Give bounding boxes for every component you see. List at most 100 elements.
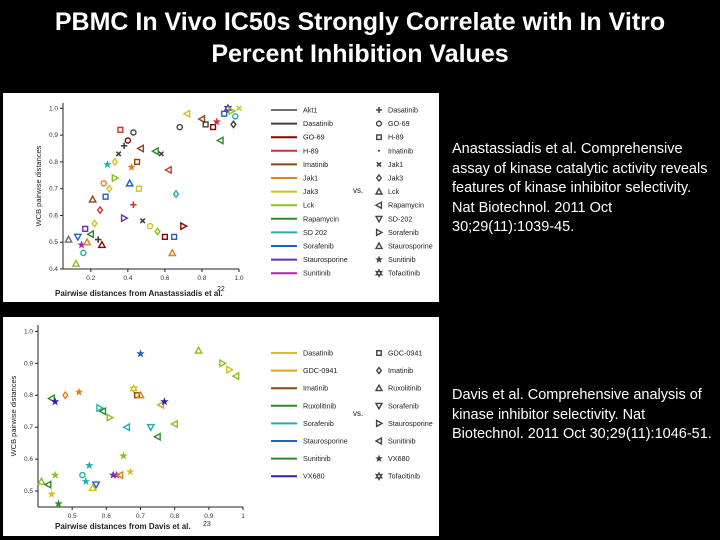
chart1-legend-marker-swatch [374, 215, 384, 224]
chart2-y-tick-label: 0.7 [24, 424, 33, 431]
chart1-legend-marker-label: Sunitinib [388, 255, 416, 264]
chart2-data-point [122, 422, 131, 432]
chart1-x-axis-ref: 22 [217, 286, 225, 293]
chart1-data-point [102, 193, 109, 200]
chart1-data-point [125, 178, 135, 187]
chart1-data-point [176, 123, 183, 131]
chart1-data-point [100, 180, 108, 187]
chart2-data-point [119, 451, 128, 460]
chart1-data-point [97, 240, 107, 249]
chart-panel-davis: 0.5 0.6 0.7 0.8 0.9 1 0.5 0.6 0.7 0.8 0.9 1.0 Pairwi… [3, 317, 439, 536]
chart1-data-point [158, 151, 164, 157]
chart2-data-point [170, 419, 178, 429]
scatter-chart-anastassiadis: 0.2 0.4 0.6 0.8 1.0 0.4 0.5 0.6 0.7 0.8 0.9 1.0 Pair… [34, 103, 433, 298]
chart1-data-point [117, 126, 124, 133]
chart1-y-tick-label: 0.4 [49, 266, 58, 273]
chart1-legend-marker-swatch [374, 187, 384, 195]
chart2-x-tick-label: 0.9 [204, 513, 213, 520]
chart1-data-point [221, 110, 228, 117]
chart2-legend-marker-label: Imatinib [388, 366, 413, 375]
chart1-data-point [103, 160, 112, 169]
chart1-legend-marker-label: Dasatinib [388, 106, 418, 115]
chart2-data-point [106, 413, 115, 422]
chart2-legend-marker-swatch [376, 350, 382, 356]
chart1-legend-line-label: Rapamycin [303, 214, 339, 223]
chart2-y-tick-label: 1.0 [24, 328, 33, 335]
chart2-data-point [156, 400, 165, 410]
chart2-data-point [136, 349, 145, 358]
chart1-data-point [134, 158, 141, 166]
chart1-data-point [124, 137, 132, 144]
chart2-x-tick-label: 0.5 [68, 513, 77, 520]
chart1-data-point [212, 117, 221, 126]
chart2-legend-marker-swatch [374, 436, 383, 446]
slide-title: PBMC In Vivo IC50s Strongly Correlate wi… [0, 6, 720, 70]
chart1-legend-marker-label: Staurosporine [388, 242, 433, 251]
chart1-data-point [73, 233, 83, 242]
chart2-data-point [62, 390, 69, 400]
chart1-data-point [136, 144, 145, 153]
chart1-legend-marker-label: SD-202 [388, 214, 412, 223]
chart1-data-point [171, 233, 178, 240]
chart2-x-axis-ref: 23 [203, 521, 211, 528]
chart2-data-point [37, 476, 46, 485]
chart2-data-point [88, 483, 98, 492]
chart1-y-tick-label: 0.8 [49, 159, 58, 166]
chart2-legend-marker-swatch [375, 366, 383, 375]
chart1-legend-marker-swatch [376, 107, 382, 113]
chart1-data-point [82, 225, 89, 232]
citation-anastassiadis: Anastassiadis et al. Comprehensive assay… [452, 141, 708, 235]
chart2-y-tick-label: 0.9 [24, 360, 33, 367]
chart2-data-point [54, 499, 63, 508]
chart1-data-point [182, 109, 191, 119]
chart2-x-tick-label: 1 [241, 513, 245, 520]
chart1-legend-marker-swatch [376, 134, 382, 141]
chart2-legend-line-label: Ruxolitinib [303, 401, 336, 410]
chart1-data-point [91, 219, 98, 228]
citation-davis: Davis et al. Comprehensive analysis of k… [452, 387, 712, 442]
chart1-legend-line-label: H-89 [303, 146, 319, 155]
chart2-legend-marker-label: Staurosporine [388, 419, 433, 428]
chart1-legend-marker-swatch [375, 173, 383, 183]
chart1-y-tick-label: 0.7 [49, 186, 58, 193]
scatter-chart-davis: 0.5 0.6 0.7 0.8 0.9 1 0.5 0.6 0.7 0.8 0.9 1.0 Pairwi… [9, 325, 433, 531]
chart2-legend-marker-swatch [374, 383, 384, 392]
chart2-y-tick-label: 0.5 [24, 488, 33, 495]
chart1-x-tick-label: 0.6 [160, 275, 169, 282]
chart1-data-point [130, 129, 137, 136]
chart1-legend-marker-label: Rapamycin [388, 201, 424, 210]
chart2-legend-marker-label: GDC-0941 [388, 349, 422, 358]
chart2-data-point [231, 371, 240, 381]
chart1-data-point [230, 120, 237, 129]
chart2-data-point [136, 390, 145, 399]
chart1-legend-marker-swatch [375, 255, 383, 264]
chart1-legend-line-label: SD 202 [303, 228, 327, 237]
chart2-y-tick-label: 0.6 [24, 456, 33, 463]
chart1-y-tick-label: 1.0 [49, 105, 58, 112]
chart2-data-point [219, 358, 228, 368]
chart2-legend-marker-label: Sorafenib [388, 401, 419, 410]
chart2-legend-marker-label: Sunitinib [388, 437, 416, 446]
chart2-data-point [79, 471, 86, 479]
chart2-data-point [50, 397, 60, 406]
chart1-data-point [146, 222, 154, 230]
chart1-legend-marker-swatch [377, 149, 381, 152]
chart1-legend-marker-swatch [376, 161, 382, 168]
chart2-data-point [160, 397, 169, 406]
chart2-x-tick-label: 0.8 [170, 513, 179, 520]
chart2-legend-line-label: Dasatinib [303, 349, 333, 358]
chart1-legend-line-label: Staurosporine [303, 255, 348, 264]
chart2-legend-line-label: Imatinib [303, 384, 328, 393]
chart1-legend-line-label: Jak1 [303, 174, 318, 183]
chart2-x-axis-label: Pairwise distances from Davis et al. [55, 522, 191, 531]
chart2-data-point [85, 461, 94, 470]
chart1-data-point [95, 236, 102, 243]
chart2-data-point [129, 383, 139, 394]
chart1-data-point [115, 151, 122, 157]
chart1-data-point [82, 237, 92, 246]
chart1-legend-marker-label: Lck [388, 187, 400, 196]
chart1-legend-marker-swatch [374, 201, 383, 210]
chart2-legend-line-label: GDC-0941 [303, 366, 337, 375]
chart1-legend-marker-swatch [375, 120, 383, 127]
chart2-data-point [226, 365, 234, 375]
